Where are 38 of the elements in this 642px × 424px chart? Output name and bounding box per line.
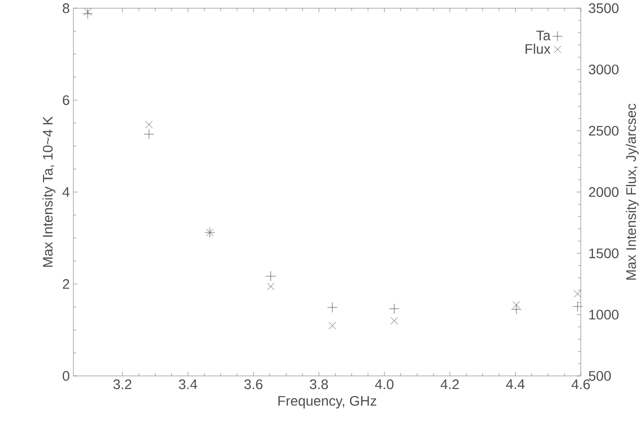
point [82,8,93,19]
y2-axis-title: Max Intensity Flux, Jy/arcsec [626,103,639,280]
x-tick-label: 4.4 [506,379,525,389]
x-tick-label: 3.6 [244,379,262,389]
point [144,128,154,140]
point [389,303,400,314]
legend-label: Ta [536,30,551,40]
y-tick-label: 0 [62,370,70,381]
x-tick-label: 4.6 [572,379,590,389]
y2-tick-label: 1500 [589,248,619,258]
y2-tick-label: 3500 [588,3,619,13]
point [574,290,582,298]
point [390,316,398,324]
y2-tick-label: 1000 [589,309,619,320]
x-tick-label: 3.2 [113,379,132,389]
y2-tick-label: 2000 [588,186,619,197]
y-axis-title: Max Intensity Ta, 10~4 K [42,116,56,267]
y2-tick-label: 2500 [588,126,619,136]
x-tick-label: 4.2 [440,379,459,389]
point [145,120,153,128]
y2-tick-label: 3000 [588,64,619,74]
x-tick-label: 3.8 [310,379,328,389]
point [511,304,522,314]
y-tick-label: 2 [62,278,70,289]
y2-tick-label: 500 [588,370,611,381]
y-tick-label: 8 [62,3,70,13]
y-tick-label: 4 [62,187,70,197]
point [328,322,336,330]
y-tick-label: 6 [62,94,70,105]
x-tick-label: 3.4 [178,379,198,389]
legend-label: Flux [526,43,550,54]
x-tick-label: 4.0 [375,379,394,389]
x-axis-title: Frequency, GHz [278,396,376,408]
point [84,8,92,16]
point [327,302,338,312]
point [267,282,274,290]
point [572,301,583,312]
point [266,270,276,282]
